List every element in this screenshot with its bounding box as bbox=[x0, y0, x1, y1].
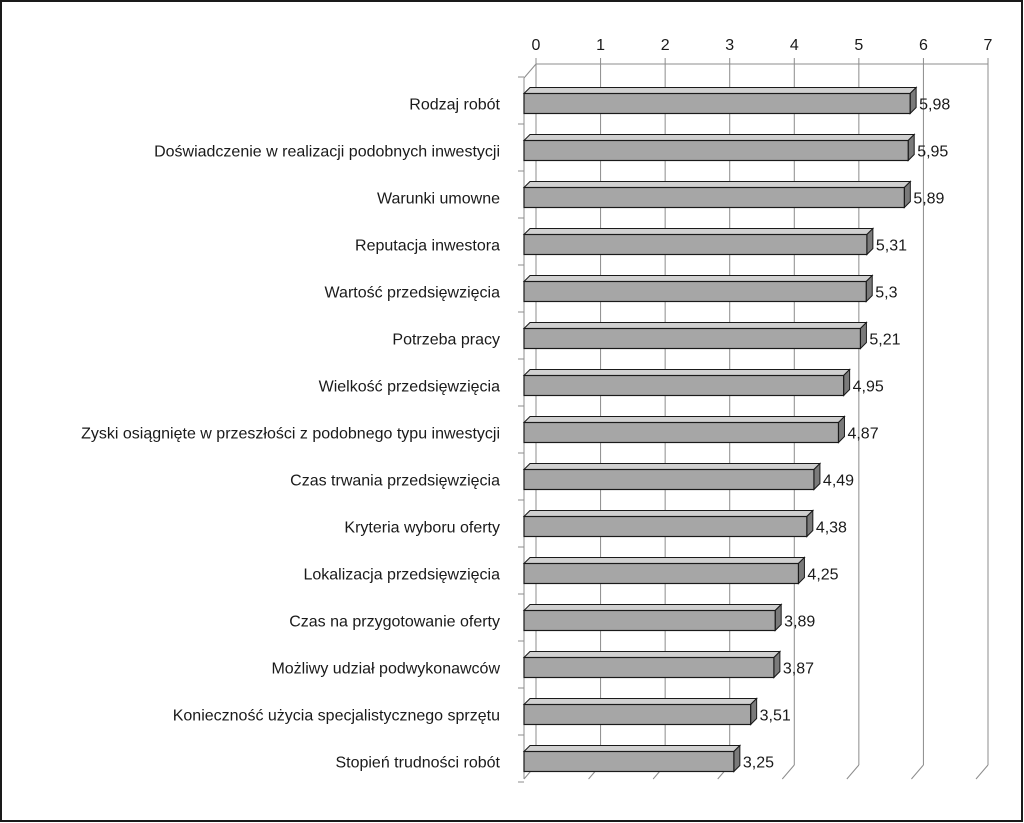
category-label: Stopień trudności robót bbox=[335, 755, 500, 772]
bar-top-face bbox=[522, 510, 815, 517]
bar-top-face bbox=[522, 181, 912, 188]
bar-front-face bbox=[523, 468, 815, 491]
category-label: Reputacja inwestora bbox=[355, 238, 500, 255]
gridline-depth bbox=[975, 764, 989, 780]
bar bbox=[522, 462, 822, 491]
labels-layer: 5,98 Rodzaj robót 5,95 Doświadczenie w real… bbox=[81, 97, 950, 772]
bar-front-face bbox=[523, 233, 868, 256]
bar-top-face bbox=[522, 557, 806, 564]
bar bbox=[522, 556, 806, 585]
x-tick-label: 6 bbox=[919, 37, 928, 54]
wall-top-edge bbox=[523, 63, 537, 79]
x-tick-label: 7 bbox=[984, 37, 993, 54]
category-label: Doświadczenie w realizacji podobnych inw… bbox=[154, 144, 500, 161]
gridline-depth bbox=[781, 764, 795, 780]
bar-top-face bbox=[522, 745, 742, 752]
bar-front-face bbox=[523, 139, 909, 162]
bar-top-face bbox=[522, 275, 874, 282]
data-label: 5,3 bbox=[875, 285, 897, 302]
bar-front-face bbox=[523, 186, 905, 209]
gridline-depth bbox=[911, 764, 924, 780]
bar bbox=[522, 603, 783, 632]
bar-front-face bbox=[523, 515, 808, 538]
bar bbox=[522, 368, 851, 397]
data-label: 5,95 bbox=[917, 144, 948, 161]
data-label: 4,25 bbox=[807, 567, 838, 584]
bar-top-face bbox=[522, 463, 822, 470]
data-label: 3,89 bbox=[784, 614, 815, 631]
x-tick-label: 1 bbox=[596, 37, 605, 54]
bar-front-face bbox=[523, 609, 776, 632]
data-label: 4,87 bbox=[847, 426, 878, 443]
x-tick-label: 0 bbox=[532, 37, 541, 54]
x-tick-label: 3 bbox=[725, 37, 734, 54]
data-label: 5,98 bbox=[919, 97, 950, 114]
category-label: Czas na przygotowanie oferty bbox=[289, 614, 500, 631]
bar-top-face bbox=[522, 369, 851, 376]
data-label: 5,21 bbox=[869, 332, 900, 349]
bar bbox=[522, 650, 782, 679]
data-label: 4,95 bbox=[853, 379, 884, 396]
data-label: 5,89 bbox=[913, 191, 944, 208]
category-label: Zyski osiągnięte w przeszłości z podobne… bbox=[81, 426, 500, 443]
bar bbox=[522, 415, 846, 444]
bar-top-face bbox=[522, 651, 782, 658]
bar-top-face bbox=[522, 322, 868, 329]
data-label: 3,25 bbox=[743, 755, 774, 772]
bar-front-face bbox=[523, 327, 862, 350]
category-label: Konieczność użycia specjalistycznego spr… bbox=[173, 708, 500, 725]
category-label: Czas trwania przedsięwzięcia bbox=[290, 473, 500, 490]
bar bbox=[522, 697, 758, 726]
data-label: 3,51 bbox=[760, 708, 791, 725]
category-label: Warunki umowne bbox=[377, 191, 500, 208]
data-label: 3,87 bbox=[783, 661, 814, 678]
category-label: Możliwy udział podwykonawców bbox=[271, 661, 500, 678]
category-label: Wielkość przedsięwzięcia bbox=[319, 379, 500, 396]
bar-top-face bbox=[522, 416, 846, 423]
bar bbox=[522, 321, 868, 350]
bar-top-face bbox=[522, 87, 918, 94]
data-label: 4,38 bbox=[816, 520, 847, 537]
bar bbox=[522, 509, 815, 538]
bar-front-face bbox=[523, 562, 800, 585]
x-tick-label: 2 bbox=[661, 37, 670, 54]
data-label: 5,31 bbox=[876, 238, 907, 255]
bar-top-face bbox=[522, 698, 758, 705]
bar-front-face bbox=[523, 750, 735, 773]
bar-top-face bbox=[522, 134, 916, 141]
bar-front-face bbox=[523, 656, 775, 679]
data-label: 4,49 bbox=[823, 473, 854, 490]
gridline-depth bbox=[846, 764, 860, 780]
x-tick-label: 4 bbox=[790, 37, 799, 54]
category-label: Potrzeba pracy bbox=[392, 332, 500, 349]
category-label: Lokalizacja przedsięwzięcia bbox=[303, 567, 500, 584]
x-tick-label: 5 bbox=[854, 37, 863, 54]
bar bbox=[522, 180, 912, 209]
bar-front-face bbox=[523, 374, 845, 397]
category-label: Kryteria wyboru oferty bbox=[344, 520, 500, 537]
bar bbox=[522, 133, 916, 162]
bar-front-face bbox=[523, 703, 752, 726]
bar bbox=[522, 86, 918, 115]
bar-top-face bbox=[522, 604, 783, 611]
bar bbox=[522, 274, 874, 303]
bars-layer bbox=[522, 86, 918, 773]
category-label: Wartość przedsięwzięcia bbox=[325, 285, 501, 302]
category-label: Rodzaj robót bbox=[409, 97, 500, 114]
bar bbox=[522, 227, 875, 256]
bar-top-face bbox=[522, 228, 875, 235]
bar-front-face bbox=[523, 280, 867, 303]
bar-front-face bbox=[523, 92, 911, 115]
grid-layer bbox=[523, 58, 989, 780]
bar-front-face bbox=[523, 421, 840, 444]
bar bbox=[522, 744, 742, 773]
